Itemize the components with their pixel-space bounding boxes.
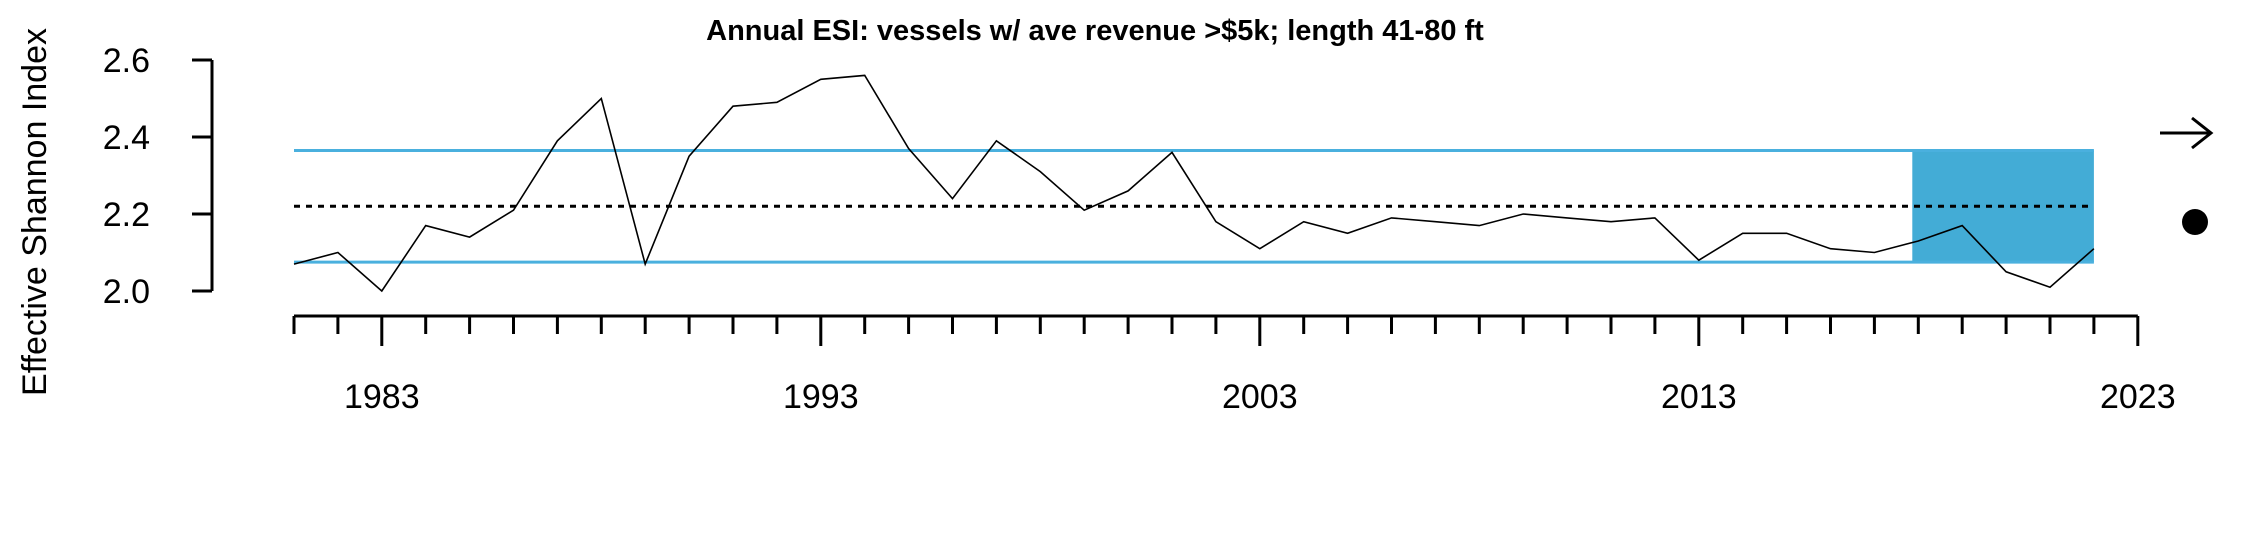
trend-arrow-icon: [2160, 116, 2214, 150]
y-tick-label: 2.0: [103, 273, 150, 311]
x-tick-label: 1983: [344, 378, 420, 416]
status-dot-icon: [2182, 209, 2208, 235]
x-axis: 1983 1993 2003 2013 2023: [292, 314, 2176, 416]
band-lines: [294, 148, 2094, 264]
y-tick-label: 2.2: [103, 196, 150, 234]
y-tick-label: 2.4: [103, 119, 150, 157]
series-line: [293, 74, 2095, 293]
x-tick-label: 2013: [1661, 378, 1737, 416]
x-tick-label: 2023: [2100, 378, 2176, 416]
y-axis-label: Effective Shannon Index: [16, 28, 54, 396]
chart-title: Annual ESI: vessels w/ ave revenue >$5k;…: [706, 15, 1484, 47]
y-tick-label: 2.6: [103, 42, 150, 80]
y-axis: 2.0 2.2 2.4 2.6: [103, 42, 214, 311]
x-tick-label: 1993: [783, 378, 859, 416]
esi-series-line: [293, 74, 2095, 293]
x-tick-label: 2003: [1222, 378, 1298, 416]
